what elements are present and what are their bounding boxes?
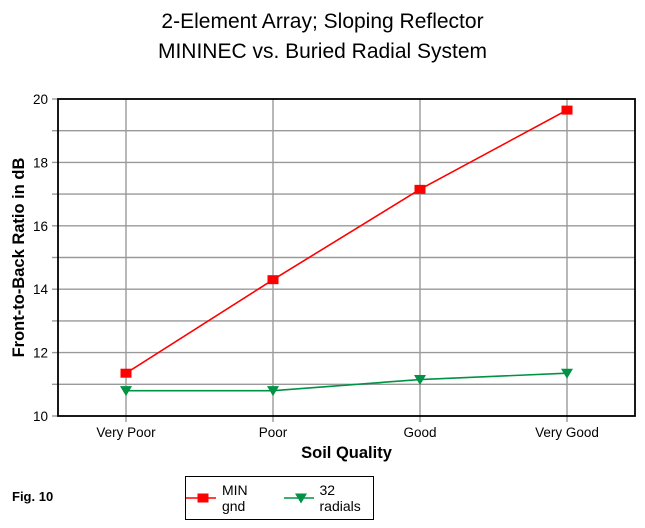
x-tick-label: Very Good: [535, 425, 599, 440]
legend-marker-square-icon: [186, 493, 216, 503]
y-tick-label: 10: [33, 409, 48, 424]
data-point-marker: [414, 184, 426, 194]
data-point-marker: [120, 386, 132, 397]
chart-title-line2: MININEC vs. Buried Radial System: [157, 40, 488, 63]
data-point-marker: [561, 105, 573, 115]
y-tick-label: 14: [33, 282, 49, 297]
x-tick-label: Very Poor: [96, 425, 156, 440]
x-tick-label: Good: [403, 425, 436, 440]
data-point-marker: [120, 368, 132, 378]
y-axis-title: Front-to-Back Ratio in dB: [10, 158, 28, 358]
y-tick-label: 16: [33, 219, 48, 234]
data-point-marker: [414, 375, 426, 386]
series-32-radials: [120, 368, 573, 397]
y-tick-label: 20: [33, 92, 48, 107]
series-line: [125, 109, 568, 374]
plot-area: 10 12 14 16 18 20 Very Poor Poor Good Very Good So…: [10, 92, 636, 462]
data-point-marker: [267, 275, 279, 285]
chart-title: 2-Element Array; Sloping Reflector MININ…: [0, 7, 645, 67]
chart-title-line1: 2-Element Array; Sloping Reflector: [161, 10, 484, 33]
x-axis-title: Soil Quality: [301, 444, 393, 462]
figure-label: Fig. 10: [12, 489, 54, 504]
y-tick-label: 12: [33, 346, 48, 361]
legend-item: 32 radials: [283, 482, 373, 514]
legend-marker: [197, 493, 209, 503]
plot-border: [57, 98, 636, 417]
legend-item: MIN gnd: [186, 482, 269, 514]
y-tick-label: 18: [33, 155, 48, 170]
series-min-gnd: [120, 105, 573, 378]
legend-marker-triangle-down-icon: [283, 493, 314, 504]
x-tick-label: Poor: [259, 425, 288, 440]
legend-marker: [294, 493, 307, 504]
legend: MIN gnd 32 radials: [185, 476, 374, 520]
data-point-marker: [267, 386, 279, 397]
legend-label: MIN gnd: [221, 482, 248, 514]
data-point-marker: [561, 368, 573, 379]
series-line: [126, 372, 568, 392]
legend-label: 32 radials: [319, 482, 361, 514]
